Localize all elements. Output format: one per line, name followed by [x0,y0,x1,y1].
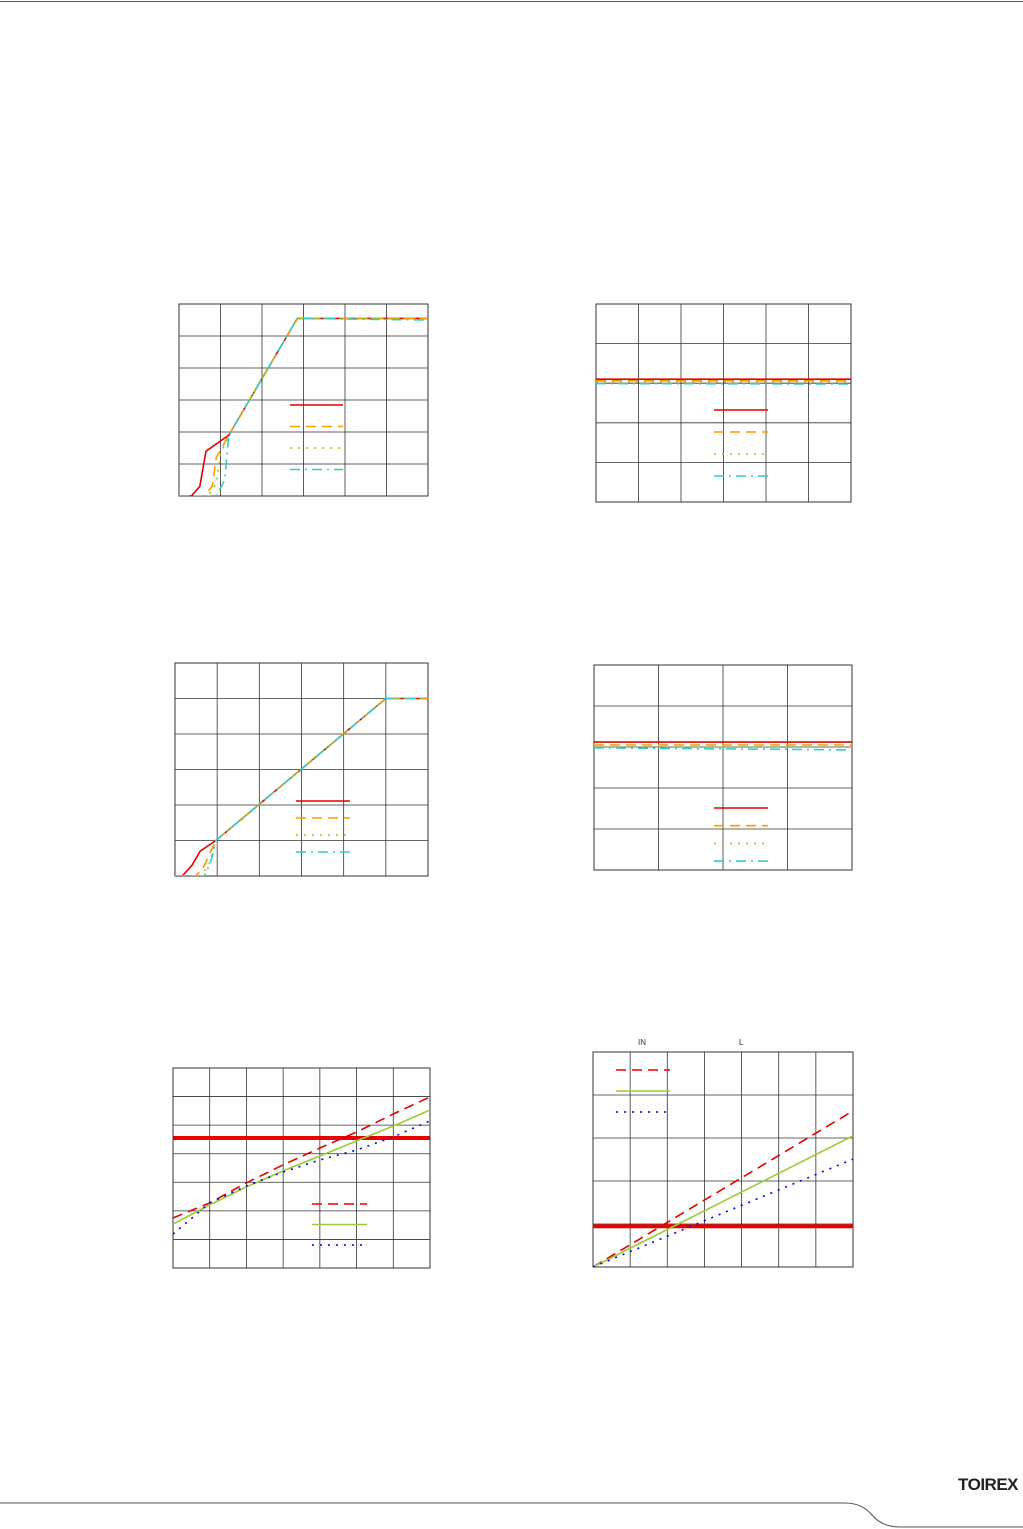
series-line [593,1110,853,1267]
chart [595,303,852,503]
series-line [173,1109,430,1225]
plot-frame [593,664,853,871]
series-line [173,1096,430,1219]
chart [174,662,429,877]
plot-frame [174,662,429,877]
series-line [175,697,428,876]
annotation: IN [638,1038,646,1047]
plot-frame [592,1051,854,1268]
logo: TOIREX [958,1475,1019,1494]
series-line [593,1135,853,1267]
plot-frame [595,303,852,503]
chart [593,664,853,871]
series-line [593,1158,853,1267]
footer-rule [0,1502,1023,1528]
annotation: L [739,1038,744,1047]
series-line [179,317,428,496]
series-line [179,317,428,496]
chart: IN L [592,1038,854,1268]
chart [172,1067,431,1269]
plot-frame [172,1067,431,1269]
chart [178,303,429,497]
series-line [175,697,428,876]
plot-frame [178,303,429,497]
